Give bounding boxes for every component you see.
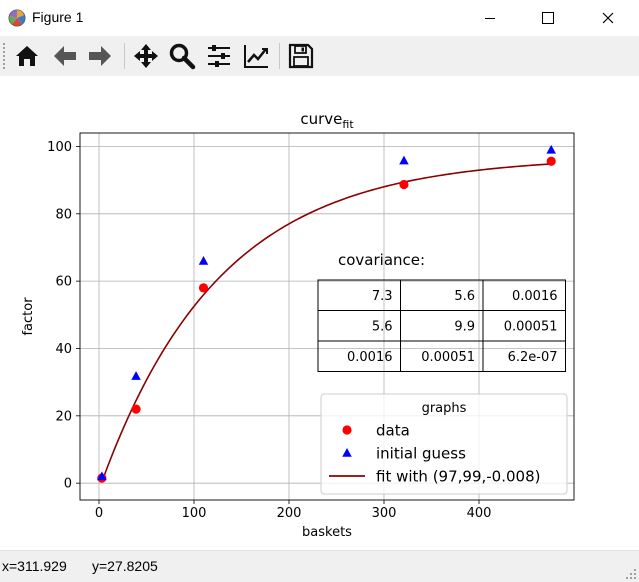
matplotlib-logo-icon [8,9,26,27]
y-tick-label: 0 [64,477,72,492]
legend-frame [320,393,568,495]
figure-canvas[interactable]: 0 100 200 300 400 0 20 40 60 80 100 curvefit baske… [0,76,639,550]
x-tick-label: 300 [372,506,397,521]
axis-ticks: 0 100 200 300 400 0 20 40 60 80 100 [47,140,491,521]
covariance-cell-value: 7.3 [372,289,393,304]
maximize-icon [542,12,554,24]
covariance-cell-value: 0.0016 [512,289,558,304]
covariance-cell-value: 0.00051 [504,320,558,335]
status-bar: x=311.929 y=27.8205 [0,550,639,582]
chart-title-main: curve [300,110,342,128]
x-tick-label: 400 [467,506,492,521]
legend: graphs data initial guess fit with (97,99,… [320,393,568,495]
covariance-cell-value: 9.9 [454,320,475,335]
data-point-marker [131,404,141,414]
covariance-cell-value: 0.00051 [421,350,475,365]
plot-figure[interactable]: 0 100 200 300 400 0 20 40 60 80 100 curvefit baske… [0,76,639,550]
y-axis-label: factor [21,297,36,336]
initial-guess-marker [399,155,409,165]
chart-title: curvefit [300,110,354,131]
toolbar-grip[interactable] [2,42,6,70]
covariance-cell-value: 0.0016 [347,350,393,365]
configure-subplots-button[interactable] [203,40,235,72]
home-icon [16,46,38,66]
resize-grip-icon[interactable] [625,568,637,580]
legend-data-swatch [342,425,352,435]
initial-guess-marker [198,255,209,265]
legend-items: data initial guess fit with (97,99,-0.008) [329,422,540,486]
covariance-cells: 7.3 5.6 0.0016 5.6 9.9 0.00051 0.0016 0.00051 6.… [317,279,566,372]
pan-icon [134,44,158,68]
data-point-marker [399,179,409,190]
covariance-cell-value: 5.6 [454,289,475,304]
minimize-button[interactable] [467,0,513,36]
y-tick-label: 60 [55,275,72,290]
initial-guess-marker [97,471,107,481]
title-bar: Figure 1 [0,0,639,36]
y-tick-label: 20 [55,409,72,424]
axes-frame [79,132,575,501]
minimize-icon [485,18,495,19]
x-tick-label: 0 [95,506,103,521]
close-button[interactable] [585,0,631,36]
y-tick-label: 100 [47,140,72,155]
close-icon [602,12,614,24]
legend-label: initial guess [376,445,466,463]
data-series [97,144,556,483]
x-tick-label: 100 [182,506,207,521]
toolbar-separator [124,43,125,69]
legend-label: fit with (97,99,-0.008) [376,468,540,486]
x-tick-label: 200 [277,506,302,521]
back-arrow-icon [54,46,76,66]
save-icon [288,43,314,69]
covariance-title: covariance: [338,251,425,269]
data-point-marker [546,156,556,166]
window-title: Figure 1 [32,9,84,25]
chart-title-subscript: fit [342,118,354,131]
legend-label: data [376,422,410,440]
edit-axis-button[interactable] [240,40,272,72]
covariance-cell [482,340,566,372]
initial-guess-marker [131,371,141,380]
legend-title: graphs [422,401,467,416]
covariance-table: covariance: 7.3 5.6 0.0016 5.6 9.9 0.00051 0.0… [317,251,566,372]
edit-axis-icon [244,45,268,68]
data-point-marker [198,283,209,293]
pan-button[interactable] [130,40,162,72]
fit-curve-line [101,163,552,483]
forward-button[interactable] [84,40,116,72]
navigation-toolbar [0,36,639,76]
covariance-cell-value: 6.2e-07 [508,350,558,365]
save-button[interactable] [285,40,317,72]
zoom-button[interactable] [166,40,198,72]
covariance-cell-value: 5.6 [372,320,393,335]
forward-arrow-icon [89,46,111,66]
x-axis-label: baskets [302,525,352,540]
configure-subplots-icon [208,45,230,67]
y-tick-label: 80 [55,207,72,222]
cursor-x-readout: x=311.929 [2,558,67,574]
cursor-y-readout: y=27.8205 [92,558,158,574]
y-tick-label: 40 [55,342,72,357]
legend-guess-swatch [342,448,352,457]
back-button[interactable] [49,40,81,72]
home-button[interactable] [11,40,43,72]
maximize-button[interactable] [525,0,571,36]
initial-guess-marker [546,144,556,154]
zoom-icon [169,43,196,70]
toolbar-separator [279,43,280,69]
